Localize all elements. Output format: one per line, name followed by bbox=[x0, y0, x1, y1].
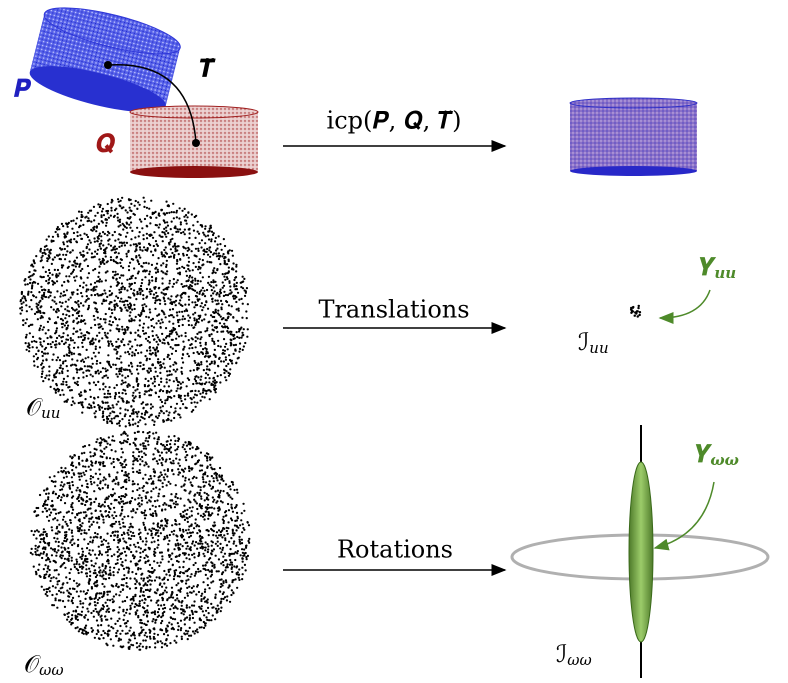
subscript: uu bbox=[714, 264, 736, 282]
arrow-label: Translations bbox=[318, 296, 469, 324]
ellipsoid-label: 𝒀ωω bbox=[695, 439, 739, 470]
symbol: ℐ bbox=[556, 640, 567, 668]
aligned-cylinder bbox=[569, 97, 698, 176]
subscript: uu bbox=[589, 339, 608, 357]
ellipsoid-label: 𝒀uu bbox=[699, 252, 736, 283]
subscript: uu bbox=[41, 404, 60, 422]
cloud-label: 𝒪ωω bbox=[24, 650, 64, 680]
spindle bbox=[628, 461, 654, 643]
symbol: 𝒪 bbox=[26, 393, 43, 421]
pointer bbox=[653, 481, 715, 551]
subscript: ωω bbox=[39, 661, 63, 679]
target-cylinder bbox=[129, 105, 259, 178]
result-label: ℐuu bbox=[578, 328, 609, 358]
arrow-label: icp(𝑷, 𝑸, 𝑻̌) bbox=[327, 107, 462, 135]
source-cylinder bbox=[29, 7, 181, 113]
target-label: 𝑸 bbox=[96, 129, 115, 158]
cloud-label: 𝒪uu bbox=[26, 393, 60, 423]
subscript: ωω bbox=[567, 651, 591, 669]
symbol: ℐ bbox=[578, 328, 589, 356]
point-cluster bbox=[629, 304, 642, 318]
source-label: 𝑷 bbox=[13, 74, 32, 103]
point-cloud bbox=[19, 196, 249, 428]
symbol: 𝒀 bbox=[699, 252, 717, 281]
subscript: ωω bbox=[710, 451, 739, 469]
pointer bbox=[658, 289, 711, 324]
point bbox=[192, 139, 200, 147]
arrow-label: Rotations bbox=[337, 536, 453, 564]
transform-label: 𝑻̌ bbox=[199, 54, 216, 83]
result-label: ℐωω bbox=[556, 640, 592, 670]
symbol: 𝒀 bbox=[695, 439, 713, 468]
point bbox=[104, 61, 112, 69]
transform-curve bbox=[107, 64, 197, 144]
point-cloud bbox=[29, 430, 251, 651]
symbol: 𝒪 bbox=[24, 650, 41, 678]
